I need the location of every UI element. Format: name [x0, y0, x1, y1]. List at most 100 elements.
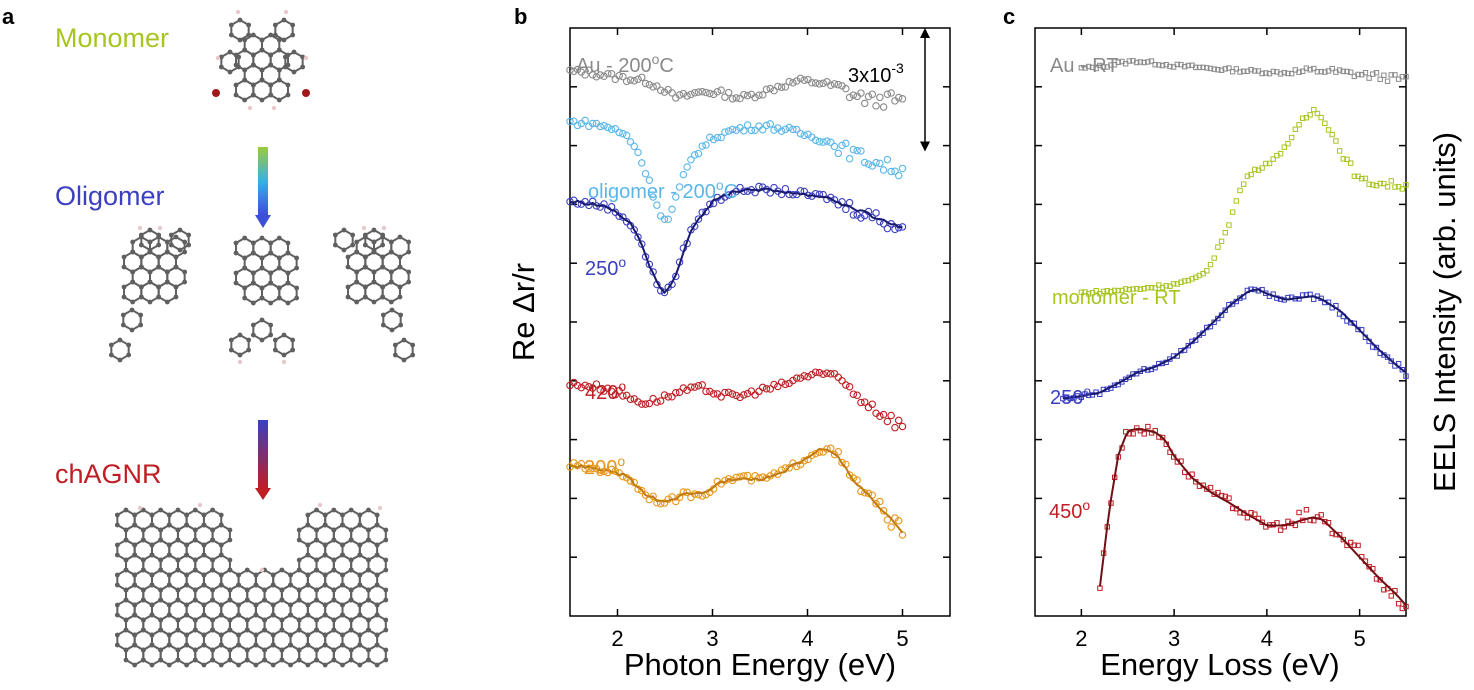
b-point — [653, 498, 661, 507]
c-point — [1392, 72, 1398, 78]
panel-b-series — [566, 65, 907, 539]
b-point — [834, 80, 843, 89]
b-point — [774, 382, 782, 391]
b-point — [785, 123, 793, 132]
c-point — [1111, 287, 1118, 294]
c-point — [1355, 71, 1361, 78]
c-point — [1226, 495, 1232, 501]
b-point — [819, 138, 827, 146]
c-point — [1211, 66, 1217, 72]
c-point — [1193, 64, 1199, 71]
b-point — [721, 128, 729, 136]
b-point — [721, 388, 729, 397]
b-point — [638, 400, 646, 408]
b-point — [622, 77, 631, 86]
b-point — [891, 423, 899, 432]
b-point — [675, 493, 684, 502]
b-point — [653, 201, 661, 209]
b-point — [879, 410, 888, 419]
b-point — [740, 391, 748, 399]
b-scale-base: 3x10 — [848, 65, 891, 87]
c-point — [1252, 68, 1258, 74]
c-point — [1296, 122, 1302, 128]
b-point — [581, 464, 589, 473]
b-point — [611, 75, 620, 84]
b-point — [656, 397, 665, 405]
b-series-0 — [566, 65, 907, 111]
b-point — [698, 142, 706, 150]
b-point — [845, 93, 854, 102]
c-point — [1229, 68, 1236, 75]
c-point — [1277, 150, 1284, 157]
c-point — [1078, 289, 1085, 295]
c-point — [1300, 68, 1306, 74]
b-point — [679, 89, 688, 98]
b-point — [853, 391, 861, 400]
c-point — [1189, 276, 1195, 282]
b-point — [879, 103, 888, 111]
b-point — [826, 370, 835, 378]
c-point — [1384, 354, 1391, 360]
c-point — [1340, 536, 1347, 543]
b-point — [638, 486, 646, 495]
b-point — [894, 416, 903, 425]
c-point — [1108, 62, 1114, 68]
b-point — [622, 131, 631, 140]
c-point — [1388, 593, 1394, 599]
oligomer-molecule — [108, 225, 416, 365]
c-point — [1336, 148, 1343, 154]
c-point — [1322, 120, 1328, 126]
c-point — [1325, 127, 1332, 133]
c-label-250-main: 250 — [1050, 387, 1083, 409]
b-point — [566, 66, 574, 74]
b-point — [883, 155, 892, 164]
c-point — [1303, 65, 1310, 71]
b-point — [789, 78, 797, 87]
c-point — [1122, 61, 1129, 67]
b-point — [868, 400, 877, 409]
c-point — [1156, 62, 1162, 68]
b-point — [800, 76, 809, 84]
b-point — [842, 205, 850, 214]
b-point — [755, 91, 763, 99]
b-point — [690, 383, 699, 391]
b-point — [607, 125, 616, 134]
b-point — [740, 127, 748, 135]
b-point — [853, 146, 861, 155]
c-y-axis-title: EELS Intensity (arb. units) — [1427, 132, 1462, 492]
b-point — [811, 79, 820, 87]
b-point — [894, 93, 903, 102]
b-point — [857, 398, 865, 407]
c-point — [1395, 600, 1402, 607]
b-point — [596, 386, 604, 394]
c-point — [1211, 491, 1217, 497]
b-point — [698, 87, 706, 96]
b-point — [887, 89, 895, 97]
b-point — [732, 126, 740, 134]
b-point — [864, 160, 873, 168]
c-point — [1370, 182, 1376, 188]
c-point — [1233, 198, 1240, 204]
b-point — [709, 135, 718, 144]
b-xtick-4: 4 — [801, 626, 813, 651]
c-point — [1185, 277, 1192, 284]
b-point — [732, 391, 740, 400]
c-point — [1322, 69, 1328, 75]
b-point — [830, 369, 839, 378]
c-point — [1134, 59, 1140, 66]
c-point — [1104, 287, 1110, 294]
b-point — [694, 215, 703, 223]
c-x-axis-title: Energy Loss (eV) — [1100, 647, 1340, 682]
c-point — [1137, 286, 1144, 292]
b-point — [766, 84, 775, 93]
b-series-3 — [566, 368, 907, 432]
b-point — [604, 123, 612, 132]
b-point — [789, 125, 797, 134]
c-point — [1403, 182, 1409, 188]
b-point — [845, 383, 854, 391]
b-point — [573, 121, 582, 130]
c-point — [1322, 518, 1328, 525]
c-point — [1403, 74, 1409, 80]
b-point — [770, 86, 778, 95]
